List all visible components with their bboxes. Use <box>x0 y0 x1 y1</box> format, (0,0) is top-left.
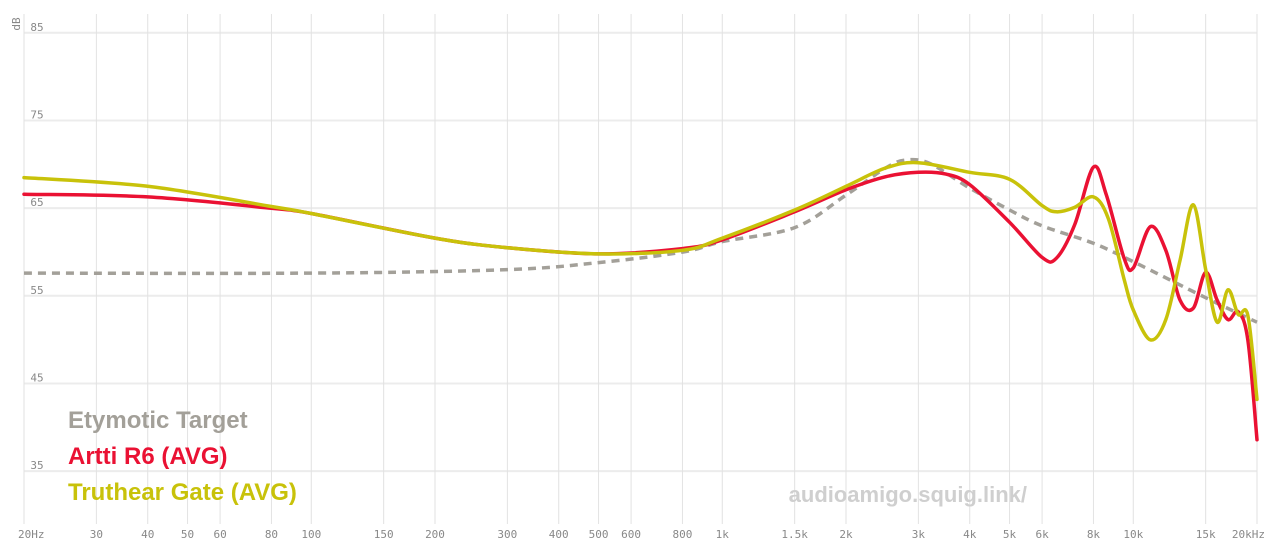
x-tick-label: 4k <box>963 528 977 541</box>
x-tick-label: 10k <box>1123 528 1143 541</box>
y-tick-label: 85 <box>30 21 43 34</box>
y-tick-label: 45 <box>30 371 43 384</box>
series-line <box>23 157 1258 324</box>
x-tick-label: 3k <box>912 528 926 541</box>
x-tick-label: 100 <box>301 528 321 541</box>
x-tick-label: 400 <box>549 528 569 541</box>
y-tick-label: 55 <box>30 284 43 297</box>
legend-entry: Artti R6 (AVG) <box>68 443 228 470</box>
y-tick-label: 65 <box>30 196 43 209</box>
x-tick-label: 40 <box>141 528 154 541</box>
x-tick-label: 800 <box>673 528 693 541</box>
y-tick-label: 75 <box>30 108 43 121</box>
x-tick-label: 600 <box>621 528 641 541</box>
x-tick-label: 5k <box>1003 528 1017 541</box>
y-axis-label: dB <box>10 17 23 31</box>
x-tick-label: 20Hz <box>18 528 45 541</box>
x-tick-label: 200 <box>425 528 445 541</box>
legend-entry: Truthear Gate (AVG) <box>68 479 297 506</box>
x-tick-label: 2k <box>839 528 853 541</box>
x-tick-label: 300 <box>497 528 517 541</box>
x-tick-label: 60 <box>213 528 226 541</box>
legend-entry: Etymotic Target <box>68 407 248 434</box>
series-line <box>22 160 1259 402</box>
x-tick-label: 30 <box>90 528 103 541</box>
x-tick-label: 15k <box>1196 528 1216 541</box>
x-tick-label: 1k <box>716 528 730 541</box>
watermark: audioamigo.squig.link/ <box>789 482 1027 507</box>
lines <box>22 157 1259 442</box>
x-tick-label: 500 <box>589 528 609 541</box>
x-tick-label: 150 <box>374 528 394 541</box>
x-tick-label: 80 <box>265 528 278 541</box>
x-tick-label: 6k <box>1035 528 1049 541</box>
x-tick-label: 1.5k <box>781 528 808 541</box>
y-tick-label: 35 <box>30 459 43 472</box>
x-tick-label: 20kHz <box>1232 528 1265 541</box>
grid: 35 45 55 65 75 85 20Hz 30 40 50 60 80 100 150 200 300 40… <box>18 14 1265 541</box>
x-tick-label: 8k <box>1087 528 1101 541</box>
legend: Etymotic Target Artti R6 (AVG) Truthear Ga… <box>68 407 297 506</box>
x-tick-label: 50 <box>181 528 194 541</box>
